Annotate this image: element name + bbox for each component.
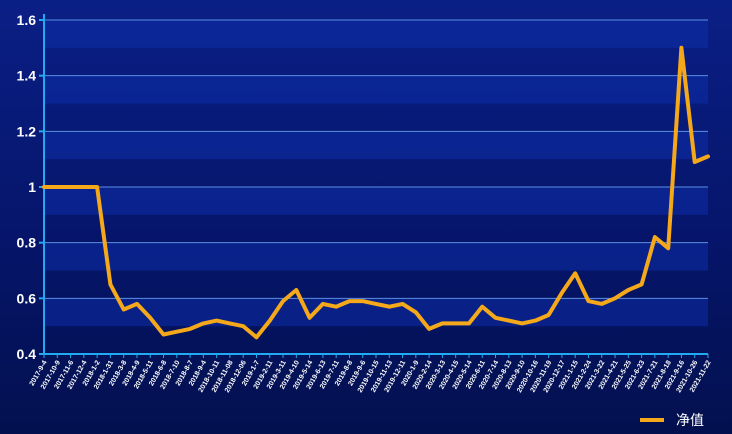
plot-bands bbox=[44, 20, 708, 327]
axes bbox=[39, 14, 709, 358]
y-tick-label: 1.6 bbox=[17, 12, 37, 28]
y-tick-label: 0.6 bbox=[17, 290, 37, 306]
x-tick-labels: 2017-9-42017-10-92017-11-62017-12-42018-… bbox=[29, 359, 713, 394]
plot-band bbox=[44, 187, 708, 215]
legend-label: 净值 bbox=[676, 413, 704, 429]
y-tick-label: 1.2 bbox=[17, 123, 37, 139]
y-tick-label: 1.4 bbox=[17, 68, 37, 84]
plot-band bbox=[44, 131, 708, 160]
y-tick-label: 0.4 bbox=[17, 346, 37, 362]
y-tick-labels: 0.4 0.6 0.8 1 1.2 1.4 1.6 bbox=[17, 12, 37, 362]
plot-band bbox=[44, 20, 708, 48]
plot-band bbox=[44, 75, 708, 104]
y-tick-label: 1 bbox=[28, 179, 36, 195]
series-line-net-value bbox=[42, 45, 710, 340]
y-tick-label: 0.8 bbox=[17, 235, 37, 251]
legend: 净值 bbox=[640, 413, 704, 429]
plot-band bbox=[44, 242, 708, 271]
